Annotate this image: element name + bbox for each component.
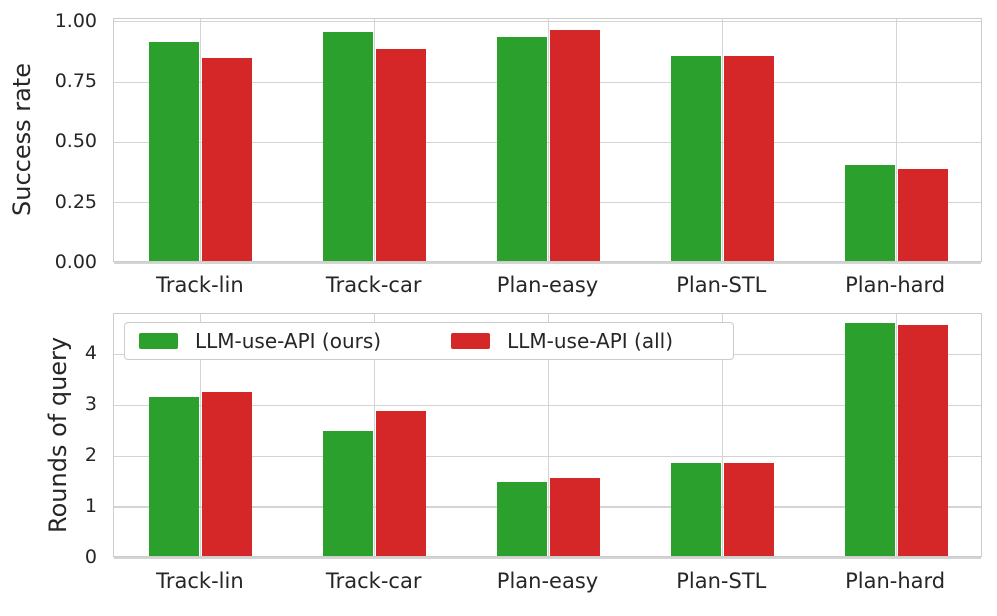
bar-Plan-STL-all: [723, 56, 774, 261]
legend: LLM-use-API (ours) LLM-use-API (all): [124, 322, 734, 360]
x-tick-label: Track-lin: [156, 273, 244, 297]
plot-area-success-rate: [113, 18, 982, 264]
gridline-vertical: [200, 314, 202, 556]
gridline-vertical: [721, 314, 723, 556]
bar-Plan-STL-ours: [670, 56, 721, 261]
gridline-horizontal: [114, 506, 981, 508]
gridline-vertical: [895, 314, 897, 556]
y-tick-label: 0: [84, 546, 97, 568]
plot-area-rounds-of-query: [113, 313, 982, 559]
y-tick-label: 0.00: [54, 251, 97, 273]
legend-item-ours: LLM-use-API (ours): [139, 329, 381, 353]
legend-label-ours: LLM-use-API (ours): [195, 329, 382, 353]
gridline-vertical: [721, 19, 723, 261]
x-tick-label: Plan-easy: [496, 569, 599, 593]
x-tick-label: Plan-hard: [845, 569, 946, 593]
gridline-horizontal: [114, 141, 981, 144]
bar-Plan-hard-all: [897, 325, 948, 556]
bar-Track-lin-all: [202, 392, 253, 556]
bar-Track-lin-ours: [149, 41, 200, 261]
x-tick-label: Plan-STL: [676, 569, 767, 593]
bar-Track-lin-ours: [149, 397, 200, 556]
bar-Track-car-ours: [323, 31, 374, 261]
y-tick-label: 0.50: [54, 130, 97, 153]
y-tick-label: 3: [84, 393, 97, 416]
gridline-vertical: [374, 19, 376, 261]
bar-Plan-hard-all: [897, 169, 948, 261]
gridline-horizontal: [114, 262, 981, 264]
bar-Track-car-ours: [323, 431, 374, 556]
gridline-vertical: [547, 314, 550, 556]
gridline-horizontal: [114, 557, 981, 559]
legend-item-all: LLM-use-API (all): [451, 329, 673, 353]
x-tick-label: Track-lin: [156, 569, 244, 593]
x-tick-label: Plan-hard: [845, 273, 946, 297]
gridline-vertical: [200, 19, 202, 261]
legend-label-all: LLM-use-API (all): [507, 329, 674, 353]
bar-Track-car-all: [376, 411, 427, 556]
x-tick-label: Track-car: [325, 273, 422, 297]
bar-Track-lin-all: [202, 58, 253, 261]
y-tick-label: 2: [84, 444, 97, 467]
bar-Track-car-all: [376, 48, 427, 261]
bar-Plan-STL-all: [723, 462, 774, 556]
bar-Plan-STL-ours: [670, 462, 721, 556]
bar-Plan-hard-ours: [844, 323, 895, 556]
y-tick-label: 0.75: [54, 70, 97, 93]
bar-Plan-easy-ours: [497, 36, 547, 261]
gridline-vertical: [547, 19, 550, 261]
x-tick-label: Track-car: [325, 569, 422, 593]
gridline-horizontal: [114, 404, 981, 406]
bar-Plan-easy-all: [550, 477, 600, 556]
x-tick-label: Plan-easy: [496, 273, 599, 297]
bar-Plan-easy-ours: [497, 482, 547, 556]
y-tick-label: 4: [84, 342, 97, 365]
gridline-horizontal: [114, 81, 981, 83]
gridline-vertical: [895, 19, 897, 261]
gridline-vertical: [374, 314, 376, 556]
legend-swatch-green: [139, 333, 178, 349]
bar-Plan-easy-all: [550, 29, 600, 261]
gridline-horizontal: [114, 202, 981, 204]
y-tick-label: 1.00: [54, 9, 97, 32]
y-tick-label: 0.25: [54, 190, 97, 213]
x-tick-label: Plan-STL: [676, 273, 767, 297]
y-tick-label: 1: [84, 495, 97, 518]
gridline-horizontal: [114, 455, 981, 457]
gridline-horizontal: [114, 21, 981, 23]
bar-Plan-hard-ours: [844, 164, 895, 261]
legend-swatch-red: [451, 333, 491, 349]
